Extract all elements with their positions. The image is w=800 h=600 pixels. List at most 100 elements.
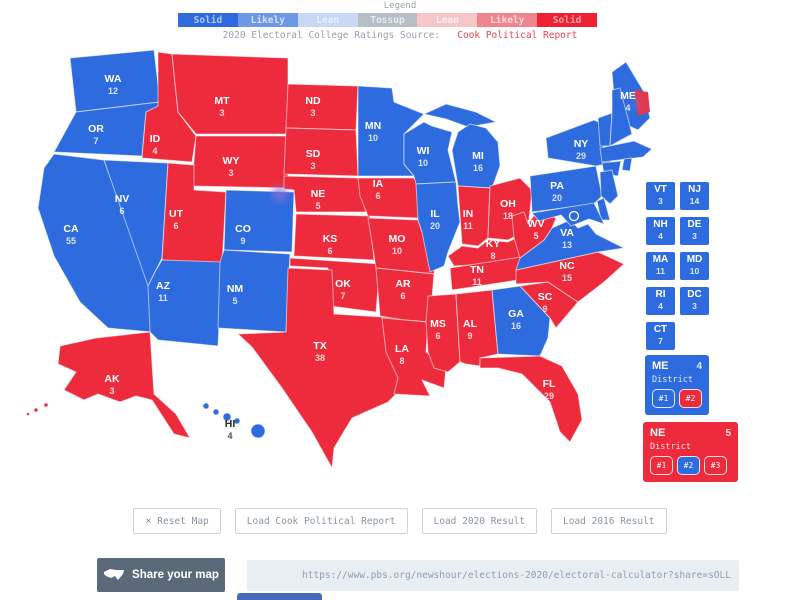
tile-ev: 11 xyxy=(656,266,665,276)
tile-abbr: VT xyxy=(654,184,667,195)
tile-abbr: MD xyxy=(686,254,703,265)
district-box-header: NE 5 xyxy=(650,427,731,440)
tile-MD[interactable]: MD 10 xyxy=(680,252,709,280)
state-PA[interactable] xyxy=(529,165,603,213)
legend-segment-3: Tossup xyxy=(357,13,418,27)
action-button-reset-map[interactable]: × Reset Map xyxy=(133,508,221,534)
tile-NJ[interactable]: NJ 14 xyxy=(680,182,709,210)
legend-segment-6: Solid xyxy=(537,13,598,27)
action-button-label: Load 2020 Result xyxy=(433,515,526,527)
tile-abbr: NJ xyxy=(688,184,701,195)
tile-abbr: RI xyxy=(655,289,666,300)
district-button-ME-2[interactable]: #2 xyxy=(679,389,702,408)
state-MT[interactable] xyxy=(171,53,289,135)
state-HI[interactable] xyxy=(202,402,210,410)
legend-segment-1: Likely xyxy=(237,13,298,27)
state-MI[interactable] xyxy=(451,123,501,189)
state-AK[interactable] xyxy=(33,407,39,413)
state-HI[interactable] xyxy=(233,417,241,425)
state-IN[interactable] xyxy=(457,185,491,247)
district-button-NE-1[interactable]: #1 xyxy=(650,456,673,475)
state-CO[interactable] xyxy=(223,189,295,253)
district-buttons-row: #1 #2 xyxy=(652,389,702,408)
state-NE[interactable] xyxy=(283,175,367,213)
tile-ev: 3 xyxy=(658,196,663,206)
tile-abbr: NH xyxy=(653,219,668,230)
state-MI[interactable] xyxy=(423,103,497,128)
state-LA[interactable] xyxy=(381,317,447,397)
district-button-ME-1[interactable]: #1 xyxy=(652,389,675,408)
state-MD[interactable] xyxy=(531,202,605,227)
legend-segment-4: Lean xyxy=(417,13,478,27)
state-WY[interactable] xyxy=(191,135,289,189)
legend-segment-0: Solid xyxy=(178,13,238,27)
share-your-map-button[interactable]: Share your map xyxy=(97,558,225,592)
state-AK[interactable] xyxy=(26,412,30,416)
state-HI[interactable] xyxy=(222,412,232,422)
state-AR[interactable] xyxy=(375,267,435,323)
partial-bottom-button[interactable] xyxy=(237,593,322,600)
state-HI[interactable] xyxy=(212,408,220,416)
district-label: District xyxy=(652,375,693,385)
legend-segment-5: Likely xyxy=(477,13,538,27)
state-IL[interactable] xyxy=(415,181,461,273)
tile-ev: 3 xyxy=(692,301,697,311)
state-AK[interactable] xyxy=(57,331,191,439)
district-box-header: ME 4 xyxy=(652,360,702,373)
district-box-ME: ME 4 District #1 #2 xyxy=(645,355,709,415)
tile-CT[interactable]: CT 7 xyxy=(646,322,675,350)
action-button-label: Reset Map xyxy=(157,515,209,527)
reset-x-icon: × xyxy=(145,515,152,527)
state-WA[interactable] xyxy=(69,49,161,113)
tile-NH[interactable]: NH 4 xyxy=(646,217,675,245)
state-ev-HI: 4 xyxy=(227,431,232,441)
state-AK[interactable] xyxy=(43,402,49,408)
state-WI[interactable] xyxy=(403,121,457,185)
legend-title: Legend xyxy=(383,1,417,11)
state-NM[interactable] xyxy=(217,249,291,333)
tile-abbr: CT xyxy=(653,324,668,335)
district-box-NE: NE 5 District #1 #2 #3 xyxy=(643,422,738,482)
action-button-label: Load 2016 Result xyxy=(563,515,655,527)
tile-ev: 4 xyxy=(658,301,663,311)
tile-ev: 3 xyxy=(692,231,697,241)
share-url-field[interactable] xyxy=(247,560,739,591)
state-FL[interactable] xyxy=(479,355,583,443)
state-NJ[interactable] xyxy=(599,169,619,205)
tile-abbr: DC xyxy=(687,289,702,300)
action-button-load-2016-result[interactable]: Load 2016 Result xyxy=(551,508,667,534)
tile-ev: 7 xyxy=(658,336,663,346)
state-TX[interactable] xyxy=(237,267,405,469)
action-button-load-cook-political-report[interactable]: Load Cook Political Report xyxy=(234,508,408,534)
state-NH[interactable] xyxy=(609,87,633,147)
source-prefix: 2020 Electoral College Ratings Source: xyxy=(222,30,441,41)
state-KS[interactable] xyxy=(293,213,375,261)
state-MS[interactable] xyxy=(425,293,461,373)
district-abbr: NE xyxy=(650,427,666,439)
tile-VT[interactable]: VT 3 xyxy=(646,182,675,210)
district-label: District xyxy=(650,442,691,452)
source-line: 2020 Electoral College Ratings Source: C… xyxy=(0,30,800,41)
state-MA[interactable] xyxy=(599,140,653,163)
source-link[interactable]: Cook Political Report xyxy=(457,30,578,41)
state-ND[interactable] xyxy=(285,83,359,131)
district-button-NE-3[interactable]: #3 xyxy=(704,456,727,475)
action-buttons-row: × Reset Map Load Cook Political Report Load… xyxy=(0,508,800,534)
district-ev: 4 xyxy=(696,361,702,372)
state-HI[interactable] xyxy=(250,423,266,439)
state-AL[interactable] xyxy=(455,289,499,367)
usa-map-icon xyxy=(104,569,125,580)
tile-DE[interactable]: DE 3 xyxy=(680,217,709,245)
state-WV[interactable] xyxy=(511,209,557,259)
tile-MA[interactable]: MA 11 xyxy=(646,252,675,280)
action-button-load-2020-result[interactable]: Load 2020 Result xyxy=(421,508,538,534)
state-SD[interactable] xyxy=(283,127,359,177)
state-AZ[interactable] xyxy=(147,259,223,347)
district-abbr: ME xyxy=(652,360,669,372)
district-button-NE-2[interactable]: #2 xyxy=(677,456,700,475)
tile-DC[interactable]: DC 3 xyxy=(680,287,709,315)
tile-RI[interactable]: RI 4 xyxy=(646,287,675,315)
tile-ev: 4 xyxy=(658,231,663,241)
state-RI[interactable] xyxy=(621,157,633,172)
